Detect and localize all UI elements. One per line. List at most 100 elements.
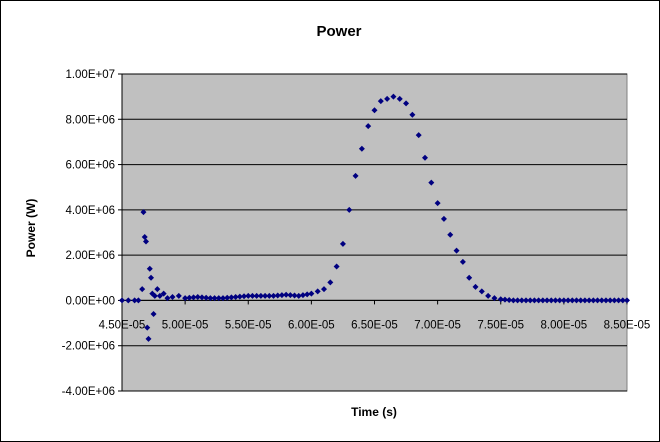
data-point: [586, 297, 593, 304]
data-point: [150, 311, 157, 318]
data-points: [119, 93, 630, 342]
data-point: [182, 295, 189, 302]
data-point: [160, 290, 167, 297]
data-point: [145, 335, 152, 342]
data-point: [352, 172, 359, 179]
data-point: [164, 295, 171, 302]
data-point: [497, 296, 504, 303]
data-point: [207, 295, 214, 302]
data-point: [565, 297, 572, 304]
x-tick-label: 6.50E-05: [351, 319, 398, 331]
data-point: [140, 209, 147, 216]
data-point: [466, 274, 473, 281]
data-point: [569, 297, 576, 304]
x-tick-label: 8.50E-05: [604, 319, 651, 331]
data-point: [544, 297, 551, 304]
data-point: [403, 100, 410, 107]
data-point: [148, 274, 155, 281]
data-point: [186, 294, 193, 301]
data-point: [523, 297, 529, 304]
data-point: [472, 283, 479, 290]
data-point: [577, 297, 584, 304]
data-point: [539, 297, 546, 304]
data-point: [485, 292, 492, 299]
data-point: [220, 295, 226, 302]
chart-title: Power: [316, 23, 361, 40]
data-point: [215, 295, 222, 302]
data-point: [270, 292, 277, 299]
data-point: [501, 296, 508, 303]
x-tick-label: 5.00E-05: [162, 319, 209, 331]
data-point: [447, 231, 454, 238]
data-point: [535, 297, 542, 304]
x-tick-label: 7.00E-05: [414, 319, 461, 331]
data-point: [552, 297, 559, 304]
data-point: [131, 297, 138, 304]
data-point: [518, 297, 525, 304]
x-tick-label: 4.50E-05: [99, 319, 146, 331]
data-point: [339, 240, 346, 247]
data-point: [327, 279, 334, 286]
data-point: [274, 292, 281, 299]
data-point: [514, 297, 521, 304]
data-point: [428, 179, 435, 186]
y-tick-label: 4.00E+06: [65, 205, 115, 217]
data-point: [291, 292, 298, 299]
y-tick-label: -2.00E+06: [62, 341, 115, 353]
data-point: [232, 294, 239, 301]
data-point: [590, 297, 597, 304]
data-point: [615, 297, 622, 304]
data-point: [377, 98, 384, 105]
data-point: [236, 293, 243, 300]
x-axis-label: Time (s): [351, 405, 397, 419]
data-point: [278, 292, 285, 299]
data-point: [249, 292, 256, 299]
data-point: [453, 247, 460, 254]
data-point: [314, 288, 321, 295]
plot-area: [121, 73, 628, 392]
y-tick-label: 2.00E+06: [65, 250, 115, 262]
data-point: [287, 292, 294, 299]
data-point: [156, 292, 163, 299]
data-point: [384, 95, 391, 102]
data-point: [510, 297, 517, 304]
data-point: [527, 297, 534, 304]
data-point: [434, 200, 441, 207]
data-point: [560, 297, 567, 304]
x-tick-label: 6.00E-05: [288, 319, 335, 331]
data-point: [190, 294, 197, 301]
data-point: [135, 297, 142, 304]
data-point: [299, 292, 306, 299]
data-point: [602, 297, 609, 304]
data-point: [573, 297, 580, 304]
data-point: [506, 297, 513, 304]
tick-labels: 1.00E+07 8.00E+06 6.00E+06 4.00E+06 2.00E+06…: [62, 69, 651, 398]
data-point: [594, 297, 601, 304]
data-point: [459, 258, 466, 265]
data-point: [211, 295, 218, 302]
data-point: [308, 290, 315, 297]
data-point: [262, 292, 269, 299]
data-point: [304, 291, 311, 298]
y-tick-label: 0.00E+00: [65, 295, 115, 307]
data-point: [151, 292, 158, 299]
data-point: [422, 154, 428, 161]
data-point: [396, 95, 403, 102]
data-point: [598, 297, 605, 304]
data-point: [245, 292, 252, 299]
y-tick-label: 6.00E+06: [65, 160, 115, 172]
data-point: [390, 93, 397, 100]
data-point: [224, 294, 231, 301]
data-point: [142, 238, 149, 245]
data-point: [358, 145, 365, 152]
data-point: [169, 294, 176, 301]
data-point: [141, 234, 148, 241]
data-point: [295, 292, 302, 299]
data-point: [611, 297, 618, 304]
data-point: [146, 265, 153, 272]
data-point: [619, 297, 626, 304]
data-point: [607, 297, 614, 304]
data-point: [198, 294, 205, 301]
data-point: [321, 286, 327, 293]
data-point: [440, 215, 447, 222]
